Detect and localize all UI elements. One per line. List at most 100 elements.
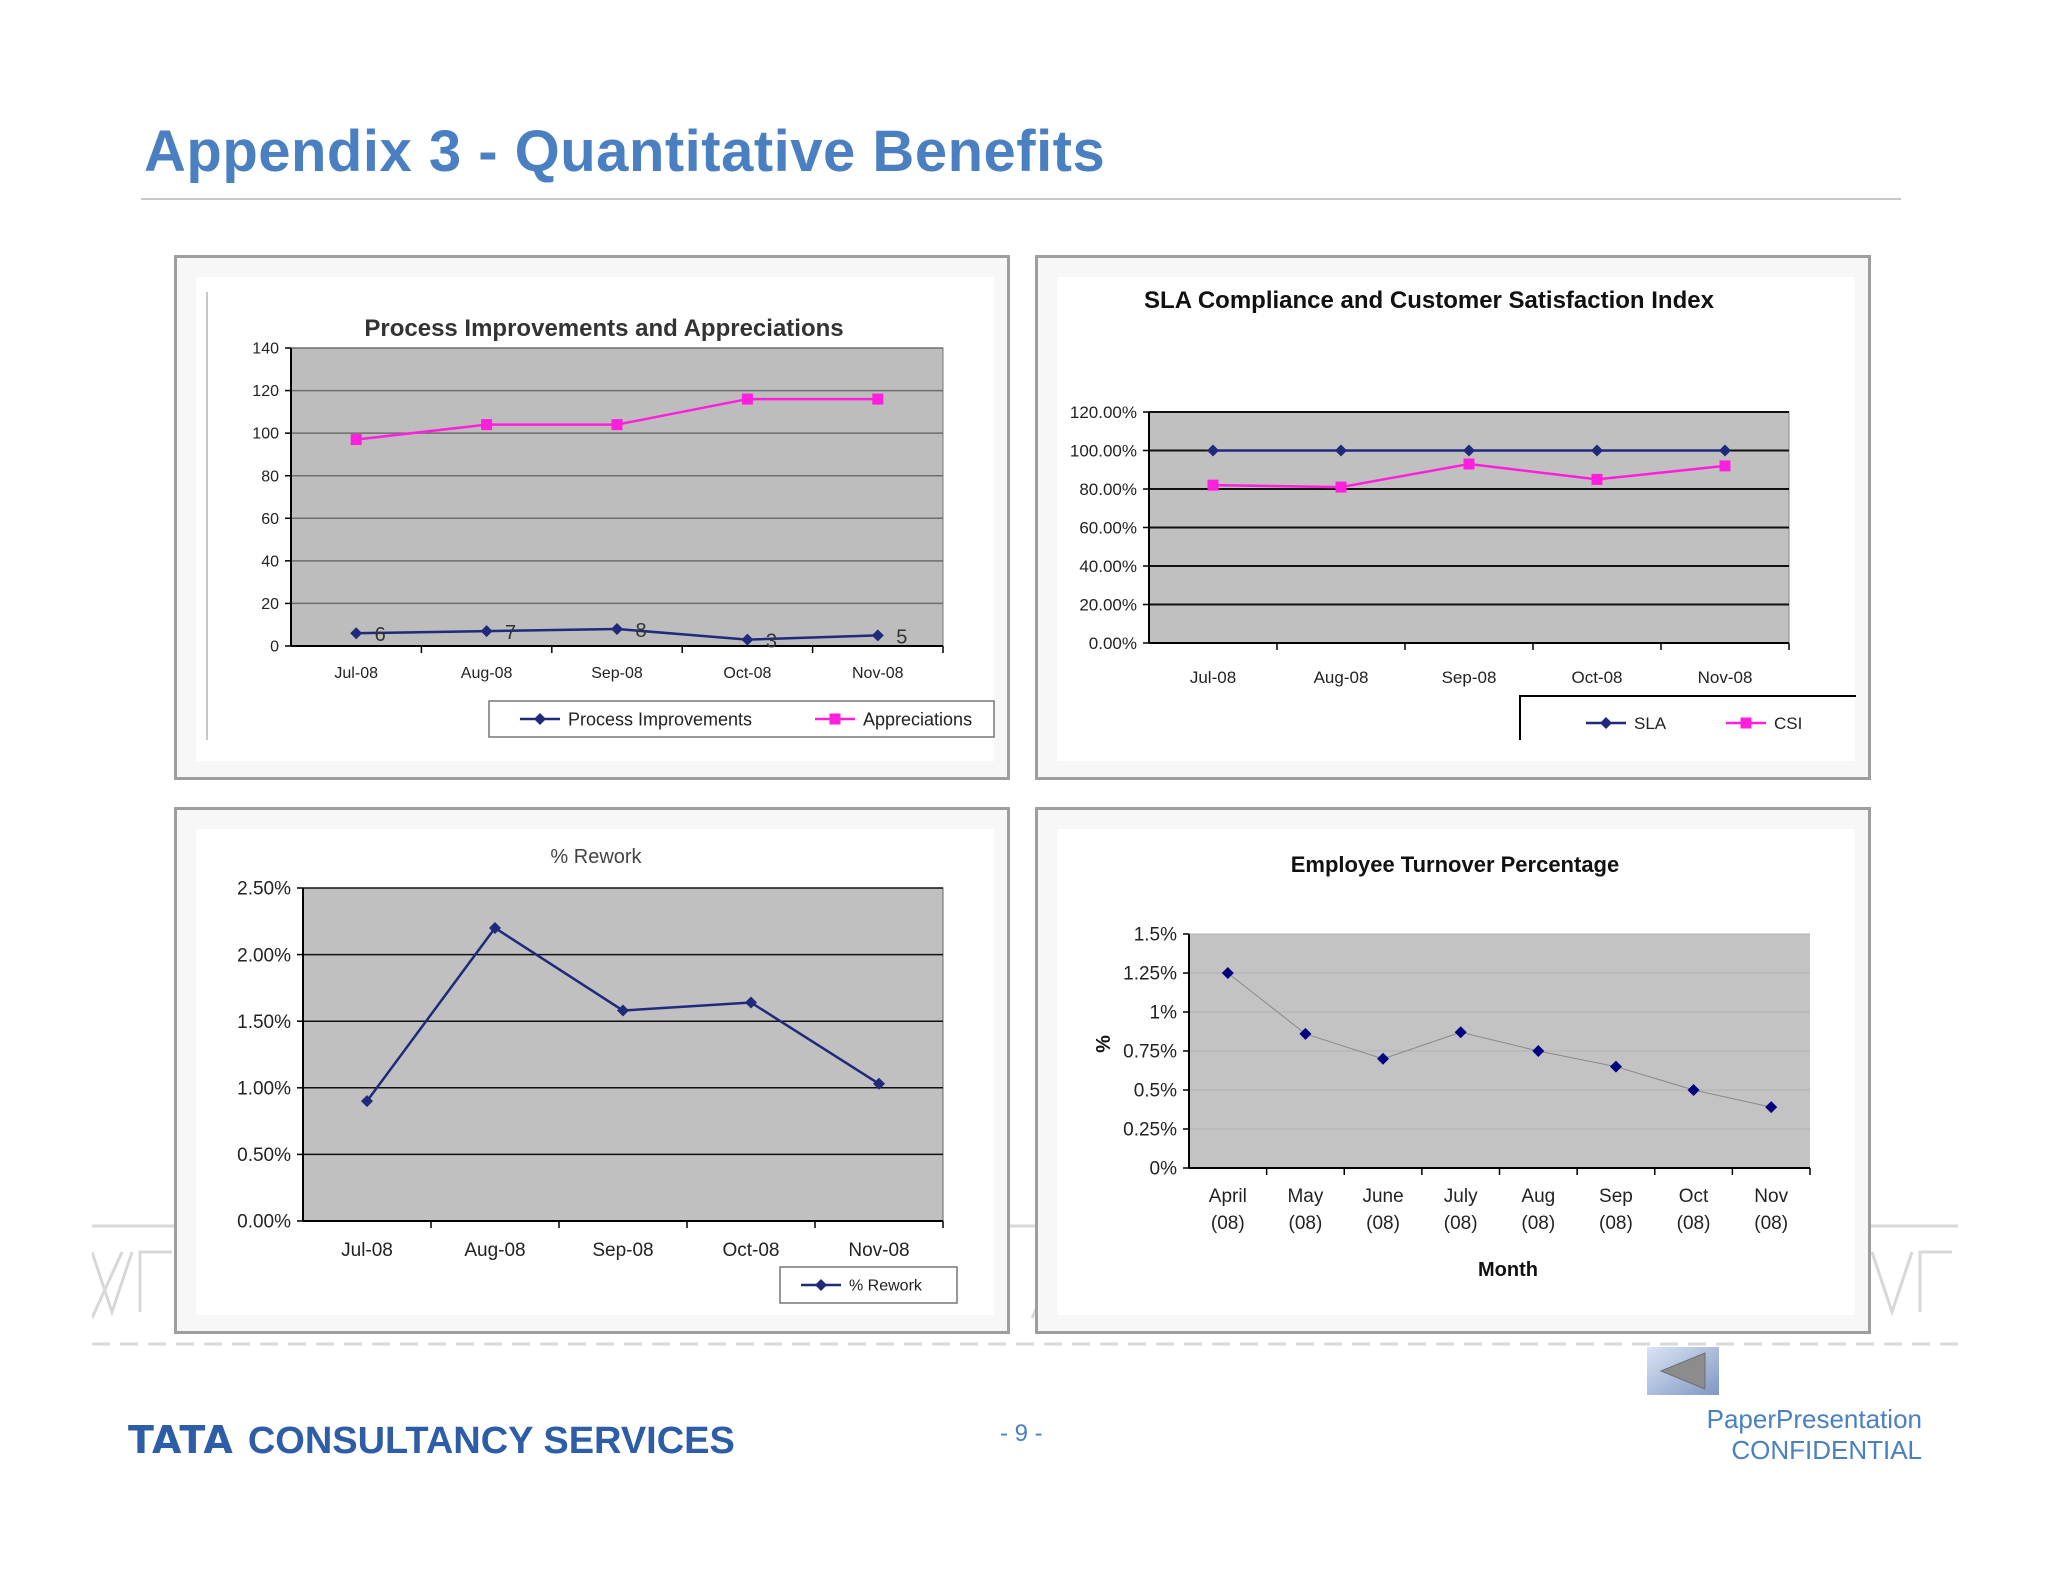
legend-marker	[534, 713, 546, 725]
y-tick-label: 1.50%	[237, 1012, 291, 1033]
x-tick-sublabel: (08)	[1211, 1213, 1245, 1234]
y-tick-label: 0.25%	[1123, 1120, 1177, 1141]
y-tick-label: 80.00%	[1079, 480, 1137, 499]
page-number: - 9 -	[1000, 1420, 1043, 1447]
data-point	[489, 921, 501, 934]
plot-area	[290, 347, 944, 647]
y-tick-label: 0	[270, 639, 279, 656]
legend-box	[488, 700, 995, 738]
x-tick-label: April	[1209, 1186, 1247, 1207]
data-point	[1335, 481, 1347, 493]
chart-panel-employee-turnover: Employee Turnover Percentage 0% 0.25% 0.5% 0…	[1035, 807, 1871, 1334]
x-tick-label: Sep-08	[591, 665, 643, 682]
data-point	[1719, 444, 1731, 457]
x-tick-label: May	[1287, 1186, 1323, 1207]
data-point	[745, 996, 757, 1009]
data-point	[611, 419, 623, 431]
confidential-label: CONFIDENTIAL	[1731, 1435, 1922, 1465]
data-point	[1687, 1084, 1700, 1096]
data-point	[1719, 460, 1731, 472]
y-tick-label: 0.50%	[237, 1145, 291, 1166]
x-tick-sublabel: (08)	[1677, 1213, 1711, 1234]
x-tick-label: Oct-08	[722, 1240, 779, 1261]
data-point	[350, 434, 362, 446]
data-point	[1765, 1101, 1778, 1114]
x-tick-label: Nov-08	[852, 665, 904, 682]
legend-marker	[1600, 717, 1612, 729]
y-axis-title: %	[1093, 1035, 1115, 1053]
y-tick-label: 60.00%	[1079, 518, 1137, 537]
x-tick-label: Aug	[1521, 1186, 1555, 1207]
chart-panel-process-improvements: Process Improvements and Appreciations 0 2…	[174, 255, 1010, 780]
x-axis-title: Month	[1478, 1259, 1538, 1281]
x-tick-sublabel: (08)	[1599, 1213, 1633, 1234]
y-tick-label: 60	[261, 511, 279, 528]
y-tick-label: 1.00%	[237, 1078, 291, 1099]
data-label: 3	[766, 631, 777, 653]
y-tick-label: 0.00%	[1089, 634, 1137, 653]
y-tick-label: 120.00%	[1070, 403, 1137, 422]
legend-box	[1519, 695, 1856, 740]
y-tick-label: 20.00%	[1079, 595, 1137, 614]
data-point	[1299, 1027, 1312, 1040]
data-point	[873, 1077, 885, 1090]
y-tick-label: 0.75%	[1123, 1042, 1177, 1063]
title-divider	[141, 198, 1901, 200]
trend-line	[1227, 972, 1772, 1108]
y-tick-label: 1.25%	[1123, 964, 1177, 985]
x-tick-label: Oct	[1679, 1186, 1709, 1207]
chart-title: Process Improvements and Appreciations	[364, 315, 843, 342]
data-point	[611, 622, 623, 635]
confidential-note: PaperPresentation CONFIDENTIAL	[1707, 1404, 1922, 1466]
data-point	[1454, 1026, 1467, 1039]
x-tick-label: Sep	[1599, 1186, 1633, 1207]
legend-label: Appreciations	[863, 709, 972, 729]
chart-panel-sla-csi: SLA Compliance and Customer Satisfaction…	[1035, 255, 1871, 780]
footer-label: PaperPresentation	[1706, 1404, 1922, 1434]
legend-marker	[1740, 717, 1752, 729]
data-point	[1377, 1052, 1390, 1065]
y-tick-label: 0.00%	[237, 1212, 291, 1233]
x-tick-sublabel: (08)	[1521, 1213, 1555, 1234]
page-title: Appendix 3 - Quantitative Benefits	[144, 119, 1106, 184]
back-arrow-icon	[1659, 1352, 1706, 1390]
y-tick-label: 140	[252, 341, 279, 358]
x-tick-sublabel: (08)	[1754, 1213, 1788, 1234]
x-tick-label: Jul-08	[334, 665, 378, 682]
legend-marker	[815, 1279, 827, 1291]
x-tick-label: Nov-08	[848, 1240, 909, 1261]
data-point	[1532, 1045, 1545, 1057]
y-tick-label: 1.5%	[1134, 925, 1177, 946]
x-tick-label: Nov-08	[1698, 668, 1753, 687]
data-point	[1591, 444, 1603, 457]
y-tick-label: 0%	[1150, 1159, 1178, 1180]
data-point	[361, 1095, 373, 1108]
x-tick-label: Oct-08	[1571, 668, 1622, 687]
y-tick-label: 40	[261, 553, 279, 570]
y-tick-label: 100	[252, 426, 279, 443]
data-point	[1207, 479, 1219, 491]
data-point	[1207, 444, 1219, 457]
x-tick-label: Sep-08	[592, 1240, 653, 1261]
legend-label: CSI	[1774, 714, 1802, 733]
chart-title: Employee Turnover Percentage	[1291, 852, 1620, 877]
data-label: 8	[635, 620, 646, 642]
previous-slide-button[interactable]	[1647, 1347, 1719, 1395]
data-point	[871, 629, 884, 642]
data-point	[1609, 1060, 1622, 1073]
x-tick-label: June	[1362, 1186, 1403, 1207]
data-label: 7	[505, 622, 516, 644]
x-tick-label: Oct-08	[723, 665, 771, 682]
x-tick-label: Aug-08	[461, 665, 513, 682]
data-point	[872, 393, 884, 405]
legend-marker	[829, 713, 841, 725]
data-point	[1463, 458, 1475, 470]
data-point	[481, 419, 493, 431]
y-tick-label: 0.5%	[1134, 1081, 1177, 1102]
chart-title: % Rework	[550, 846, 642, 868]
y-tick-label: 80	[261, 468, 279, 485]
data-point	[1335, 444, 1347, 457]
data-point	[1463, 444, 1475, 457]
x-tick-label: Jul-08	[1190, 668, 1236, 687]
x-tick-label: Aug-08	[464, 1240, 525, 1261]
